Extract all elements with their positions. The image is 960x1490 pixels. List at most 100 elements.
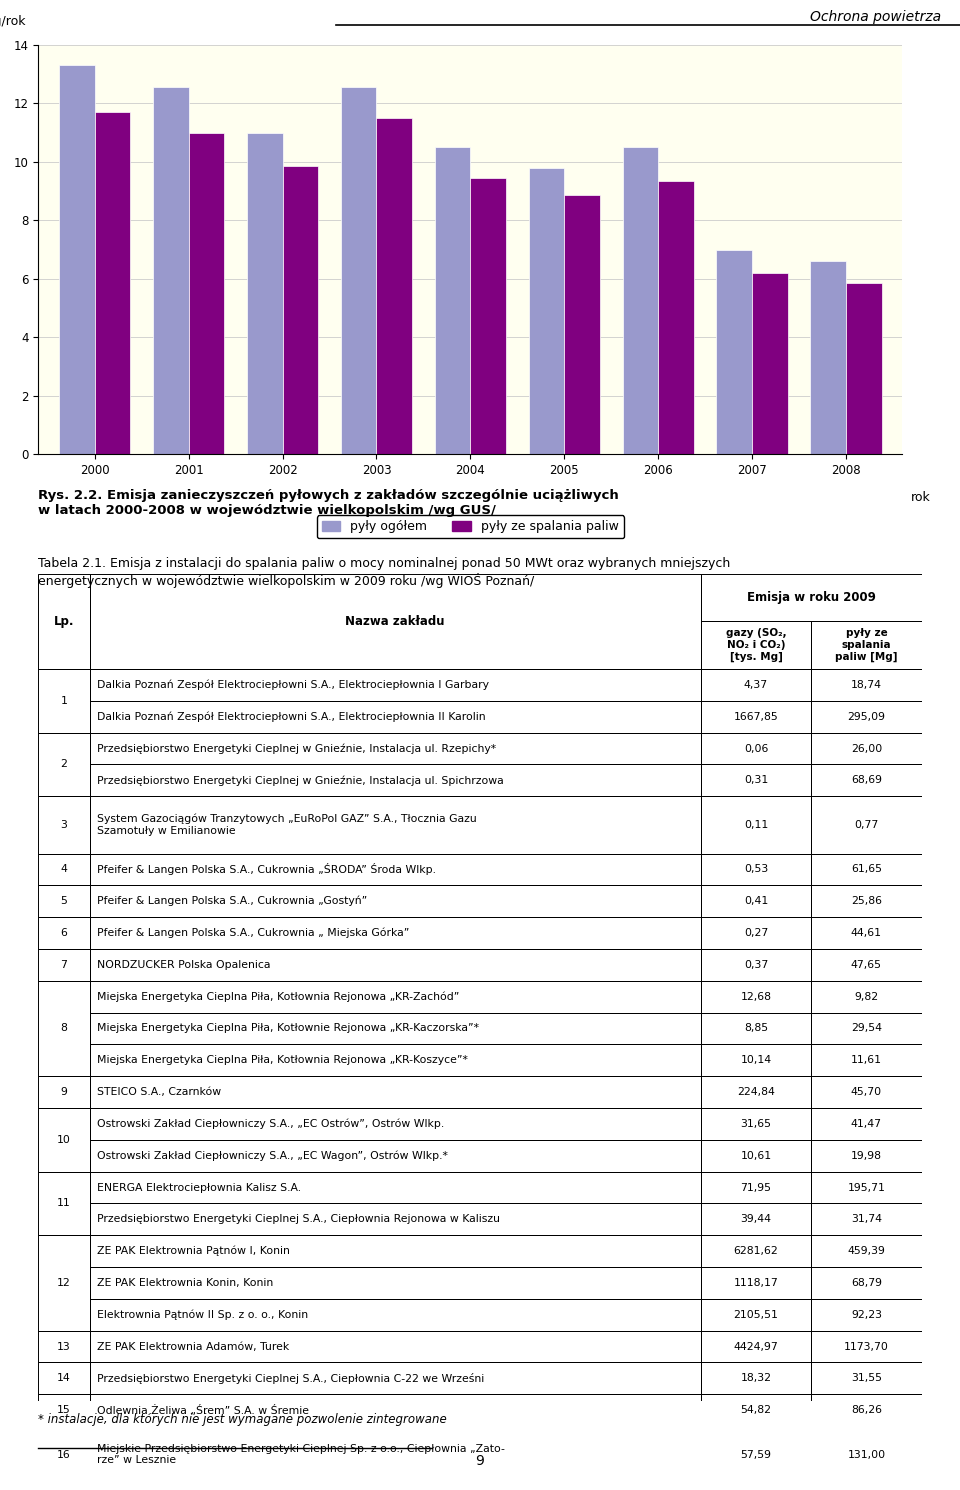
Bar [811, 918, 922, 949]
Text: 9,82: 9,82 [854, 992, 878, 1001]
Bar [435, 148, 470, 454]
Text: Miejska Energetyka Cieplna Piła, Kotłownia Rejonowa „KR-Koszyce”*: Miejska Energetyka Cieplna Piła, Kotłown… [97, 1055, 468, 1065]
Text: 41,47: 41,47 [851, 1119, 882, 1129]
Text: 5: 5 [60, 897, 67, 906]
Bar [701, 621, 811, 669]
Text: 19,98: 19,98 [851, 1150, 882, 1161]
Bar [89, 949, 701, 980]
Bar [701, 1266, 811, 1299]
Legend: pyły ogółem, pyły ze spalania paliw: pyły ogółem, pyły ze spalania paliw [317, 516, 624, 538]
Text: STEICO S.A., Czarnków: STEICO S.A., Czarnków [97, 1088, 221, 1097]
Bar [89, 1235, 701, 1266]
Text: Emisja w roku 2009: Emisja w roku 2009 [747, 592, 876, 603]
Text: 0,06: 0,06 [744, 744, 768, 754]
Text: 6: 6 [60, 928, 67, 939]
Bar [564, 195, 600, 454]
Bar [811, 764, 922, 796]
Bar [701, 700, 811, 733]
Bar [701, 1171, 811, 1204]
Bar [38, 1426, 89, 1483]
Bar [89, 796, 701, 854]
Bar [701, 918, 811, 949]
Bar [529, 168, 564, 454]
Bar [811, 1331, 922, 1362]
Bar [282, 167, 319, 454]
Bar [89, 980, 701, 1013]
Bar [38, 796, 89, 854]
Text: 0,41: 0,41 [744, 897, 768, 906]
Bar [810, 261, 846, 454]
Text: 12,68: 12,68 [740, 992, 772, 1001]
Bar [89, 1140, 701, 1171]
Bar [341, 86, 376, 454]
Bar [701, 1076, 811, 1109]
Bar [701, 1426, 811, 1483]
Text: 0,31: 0,31 [744, 775, 768, 785]
Text: 26,00: 26,00 [851, 744, 882, 754]
Bar [811, 1299, 922, 1331]
Bar [811, 1140, 922, 1171]
Text: Przedsiębiorstwo Energetyki Cieplnej S.A., Ciepłownia Rejonowa w Kaliszu: Przedsiębiorstwo Energetyki Cieplnej S.A… [97, 1214, 500, 1225]
Bar [811, 733, 922, 764]
Bar [811, 1204, 922, 1235]
Bar [811, 1044, 922, 1076]
Text: Pfeifer & Langen Polska S.A., Cukrownia „Gostyń”: Pfeifer & Langen Polska S.A., Cukrownia … [97, 895, 367, 906]
Bar [38, 854, 89, 885]
Text: Przedsiębiorstwo Energetyki Cieplnej w Gnieźnie, Instalacja ul. Spichrzowa: Przedsiębiorstwo Energetyki Cieplnej w G… [97, 775, 503, 785]
Text: 92,23: 92,23 [851, 1310, 882, 1320]
Bar [701, 1331, 811, 1362]
Bar [701, 1013, 811, 1044]
Bar [89, 1013, 701, 1044]
Bar [701, 980, 811, 1013]
Bar [811, 621, 922, 669]
Text: Tabela 2.1. Emisja z instalacji do spalania paliw o mocy nominalnej ponad 50 MWt: Tabela 2.1. Emisja z instalacji do spala… [38, 557, 731, 587]
Bar [701, 1109, 811, 1140]
Bar [89, 700, 701, 733]
Text: 1: 1 [60, 696, 67, 706]
Text: Miejska Energetyka Cieplna Piła, Kotłownie Rejonowa „KR-Kaczorska”*: Miejska Energetyka Cieplna Piła, Kotłown… [97, 1024, 479, 1034]
Bar [701, 854, 811, 885]
Bar [89, 574, 701, 669]
Bar [38, 1362, 89, 1395]
Text: Odlewnia Żeliwa „Śrem” S.A. w Śremie: Odlewnia Żeliwa „Śrem” S.A. w Śremie [97, 1405, 309, 1416]
Bar [89, 1362, 701, 1395]
Bar [95, 112, 131, 454]
Bar [701, 1044, 811, 1076]
Bar [811, 796, 922, 854]
Bar [701, 796, 811, 854]
Text: 3: 3 [60, 820, 67, 830]
Text: 10,14: 10,14 [740, 1055, 772, 1065]
Text: pyły ze
spalania
paliw [Mg]: pyły ze spalania paliw [Mg] [835, 629, 898, 662]
Text: 6281,62: 6281,62 [733, 1246, 779, 1256]
Bar [38, 1395, 89, 1426]
Bar [38, 1109, 89, 1171]
Text: 459,39: 459,39 [848, 1246, 885, 1256]
Text: rok: rok [911, 492, 931, 504]
Text: 8: 8 [60, 1024, 67, 1034]
Bar [811, 700, 922, 733]
Text: Ostrowski Zakład Ciepłowniczy S.A., „EC Wagon”, Ostrów Wlkp.*: Ostrowski Zakład Ciepłowniczy S.A., „EC … [97, 1150, 447, 1161]
Bar [716, 250, 752, 454]
Bar [846, 283, 881, 454]
Text: 47,65: 47,65 [851, 960, 882, 970]
Bar [189, 133, 225, 454]
Bar [701, 949, 811, 980]
Text: 31,55: 31,55 [851, 1374, 882, 1383]
Bar [811, 949, 922, 980]
Text: System Gazociągów Tranzytowych „EuRoPol GAZ” S.A., Tłocznia Gazu
Szamotuły w Emi: System Gazociągów Tranzytowych „EuRoPol … [97, 814, 476, 836]
Text: 18,74: 18,74 [851, 679, 882, 690]
Bar [701, 885, 811, 918]
Text: 29,54: 29,54 [851, 1024, 882, 1034]
Text: 195,71: 195,71 [848, 1183, 885, 1192]
Bar [701, 1395, 811, 1426]
Bar [89, 885, 701, 918]
Bar [89, 764, 701, 796]
Bar [811, 980, 922, 1013]
Text: Pfeifer & Langen Polska S.A., Cukrownia „ŚRODA” Środa Wlkp.: Pfeifer & Langen Polska S.A., Cukrownia … [97, 863, 436, 876]
Bar [701, 1299, 811, 1331]
Text: 11: 11 [58, 1198, 71, 1208]
Bar [811, 1426, 922, 1483]
Text: 7: 7 [60, 960, 67, 970]
Text: 295,09: 295,09 [848, 712, 885, 721]
Y-axis label: tys. Mg/rok: tys. Mg/rok [0, 15, 26, 28]
